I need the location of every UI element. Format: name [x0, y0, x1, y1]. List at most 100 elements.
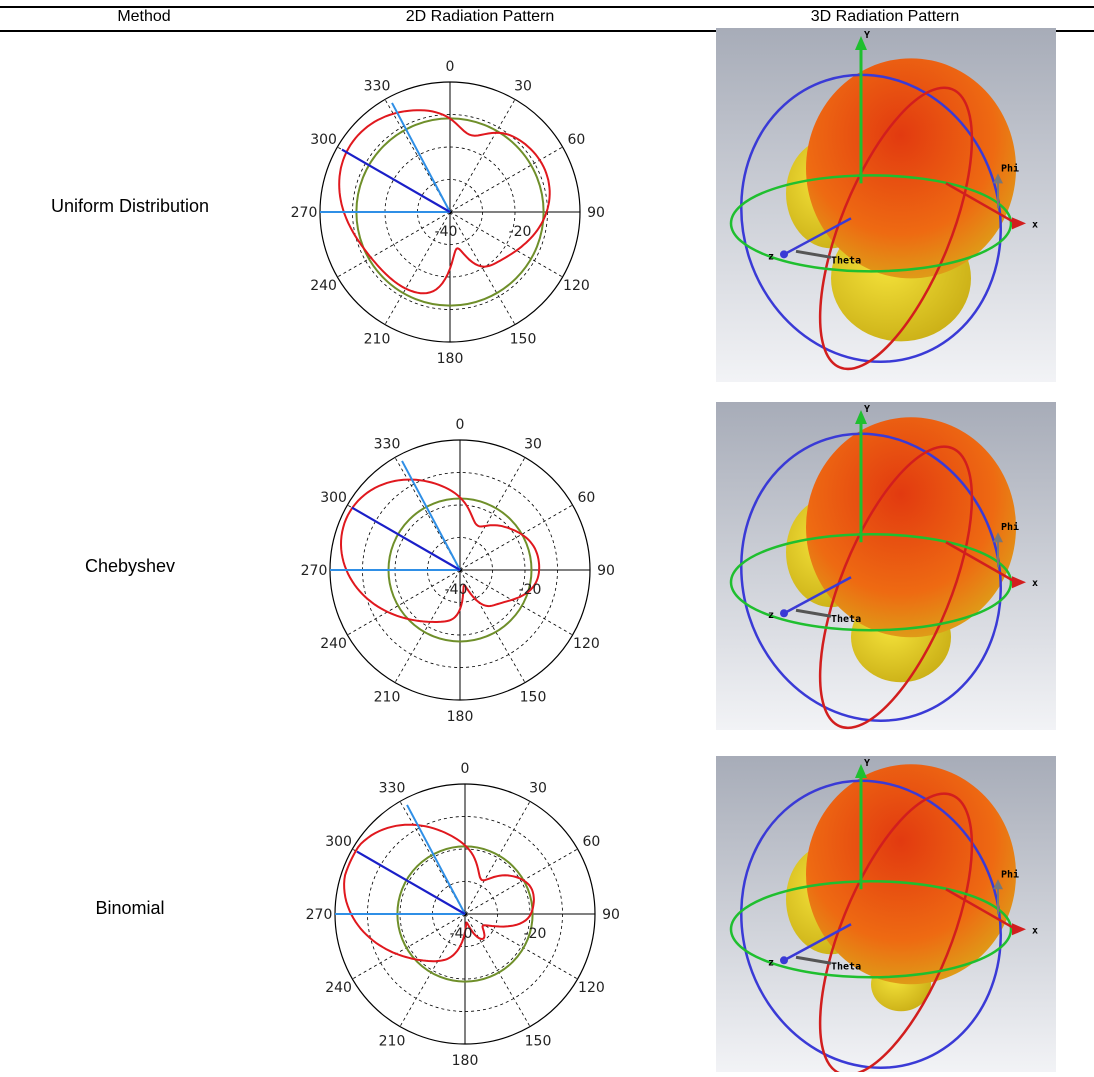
- polar-tick-label: 30: [514, 79, 532, 95]
- z-axis-tip: [780, 250, 788, 259]
- method-label: Chebyshev: [84, 556, 176, 576]
- z-axis: [785, 923, 852, 961]
- polar-tick-label: 180: [437, 351, 464, 367]
- method-label: Binomial: [95, 898, 165, 918]
- header-2d-pattern: 2D Radiation Pattern: [405, 8, 555, 25]
- theta-ring: [740, 73, 1002, 364]
- pattern-3d-chebyshev: Yx z Phi Theta: [716, 402, 1056, 730]
- theta-label: Theta: [831, 961, 861, 972]
- polar-tick-label: 270: [291, 205, 318, 221]
- polar-spoke: [464, 801, 531, 915]
- main-lobe: [806, 417, 1016, 638]
- polar-plot-binomial: 0 330 300 270 240 210 180 150 120 90 60 30 -40 -20: [306, 761, 620, 1069]
- beam-width-line: [401, 460, 461, 571]
- polar-tick-label: 0: [461, 761, 470, 777]
- polar-spoke: [464, 913, 531, 1027]
- y-axis-label: Y: [864, 404, 870, 415]
- polar-spoke: [449, 211, 516, 325]
- polar-plot-uniform: 0 330 300 270 240 210 180 150 120 90 60 30 -40 -20: [291, 59, 605, 367]
- polar-spoke: [337, 211, 451, 278]
- polar-spoke: [399, 913, 466, 1027]
- phi-ring: [818, 445, 974, 730]
- polar-tick-label: 270: [306, 907, 333, 923]
- polar-tick-label: 90: [602, 907, 620, 923]
- polar-tick-label: 90: [587, 205, 605, 221]
- main-lobe-line: [341, 148, 451, 213]
- polar-plot-chebyshev: 0 330 300 270 240 210 180 150 120 90 60 30 -40 -20: [301, 417, 615, 725]
- polar-tick-label: 330: [379, 781, 406, 797]
- main-lobe: [806, 58, 1016, 279]
- table-top-rule: [0, 6, 1094, 8]
- polar-tick-label: 0: [446, 59, 455, 75]
- y-axis-label: Y: [864, 30, 870, 41]
- polar-spoke: [459, 569, 573, 636]
- polar-spoke: [464, 848, 578, 915]
- x-axis-label: x: [1032, 925, 1038, 936]
- polar-tick-label: 210: [364, 331, 391, 347]
- polar-tick-label: 150: [510, 331, 537, 347]
- equator-ring: [729, 880, 1013, 979]
- polar-tick-label: 30: [529, 781, 547, 797]
- polar-tick-label: 330: [374, 437, 401, 453]
- phi-label: Phi: [1001, 868, 1019, 880]
- polar-tick-label: 330: [364, 79, 391, 95]
- polar-spoke: [459, 504, 573, 571]
- polar-tick-label: 180: [447, 709, 474, 725]
- radial-label: -20: [519, 582, 542, 598]
- polar-tick-label: 90: [597, 563, 615, 579]
- theta-ring: [740, 779, 1002, 1069]
- polar-tick-label: 30: [524, 437, 542, 453]
- polar-tick-label: 120: [578, 980, 605, 996]
- polar-tick-label: 240: [310, 278, 337, 294]
- polar-spoke: [464, 913, 578, 980]
- theta-label: Theta: [831, 255, 861, 266]
- header-method: Method: [117, 8, 171, 25]
- main-lobe-line: [356, 850, 466, 915]
- main-lobe-line: [351, 506, 461, 571]
- radiation-pattern-curve: [343, 823, 535, 963]
- theta-arrow: [795, 249, 832, 259]
- x-axis: [945, 541, 1017, 584]
- method-label: Uniform Distribution: [50, 196, 210, 216]
- main-lobe: [806, 764, 1016, 985]
- polar-tick-label: 60: [577, 490, 595, 506]
- z-axis: [785, 217, 852, 255]
- theta-arrow: [795, 955, 832, 965]
- beam-width-line: [406, 804, 466, 915]
- z-axis-tip: [780, 956, 788, 965]
- pattern-3d-binomial: Yx z Phi Theta: [716, 756, 1056, 1072]
- radial-label: -40: [450, 926, 473, 942]
- x-axis: [945, 182, 1017, 225]
- x-axis-label: x: [1032, 219, 1038, 230]
- polar-tick-label: 240: [325, 980, 352, 996]
- polar-spoke: [384, 211, 451, 325]
- phi-ring: [818, 792, 974, 1072]
- x-axis-arrow: [1012, 923, 1026, 936]
- polar-tick-label: 60: [582, 834, 600, 850]
- phi-label: Phi: [1001, 162, 1019, 174]
- polar-tick-label: 210: [374, 689, 401, 705]
- phi-arrow-head: [993, 173, 1003, 184]
- polar-spoke: [394, 569, 461, 683]
- z-axis-label: z: [768, 957, 774, 968]
- theta-ring: [740, 432, 1002, 722]
- polar-tick-label: 150: [520, 689, 547, 705]
- polar-tick-label: 150: [525, 1033, 552, 1049]
- polar-tick-label: 240: [320, 636, 347, 652]
- z-axis-label: z: [768, 610, 774, 621]
- polar-tick-label: 120: [563, 278, 590, 294]
- table-header-rule: [0, 30, 1094, 32]
- polar-spoke: [384, 99, 451, 213]
- radial-label: -20: [524, 926, 547, 942]
- phi-arrow-head: [993, 532, 1003, 543]
- radial-label: -20: [509, 224, 532, 240]
- polar-spoke: [352, 913, 466, 980]
- y-axis-arrow: [855, 764, 867, 778]
- x-axis-arrow: [1012, 576, 1026, 589]
- radial-label: -40: [445, 582, 468, 598]
- polar-spoke: [449, 99, 516, 213]
- phi-ring: [818, 86, 974, 371]
- polar-spoke: [449, 146, 563, 213]
- polar-tick-label: 300: [320, 490, 347, 506]
- y-axis-label: Y: [864, 758, 870, 769]
